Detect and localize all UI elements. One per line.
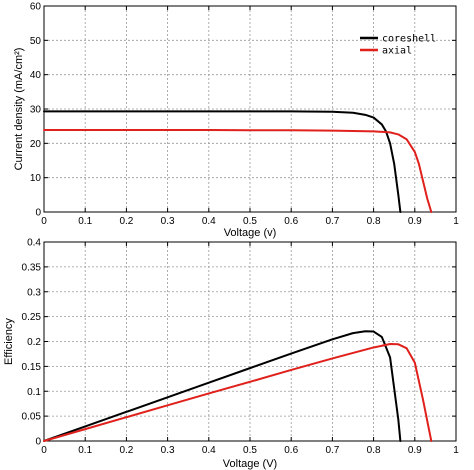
x-tick-label: 0.8 [367,445,381,456]
y-tick-label: 0.4 [27,238,41,249]
x-tick-label: 0.7 [325,445,339,456]
x-axis-label: Voltage (V) [223,458,277,470]
y-tick-label: 30 [30,105,42,116]
x-tick-label: 0.5 [243,216,257,227]
plot-frame [43,5,457,213]
y-tick-label: 20 [30,139,42,150]
coreshell-line [43,110,402,213]
y-tick-label: 40 [30,70,42,81]
y-tick-label: 0.1 [27,387,41,398]
y-tick-label: 50 [30,36,42,47]
x-tick-label: 0.8 [367,216,381,227]
x-tick-label: 0.4 [202,445,216,456]
efficiency-chart: 0 0.1 0.2 0.3 0.4 0.5 0.6 0.7 0.8 0.9 1 0 0.05 0.1 0.1… [3,238,459,470]
x-tick-label: 0.7 [325,216,339,227]
x-tick-label: 1 [453,445,459,456]
x-tick-label: 0.9 [408,216,422,227]
x-tick-label: 0.4 [202,216,216,227]
y-tick-label: 10 [30,173,42,184]
y-tick-label: 0.3 [27,287,41,298]
y-tick-label: 0.35 [22,262,42,273]
y-tick-label: 60 [30,2,42,13]
y-tick-label: 0.05 [22,412,42,423]
series-0-line [43,330,402,442]
y-tick-label: 0.2 [27,337,41,348]
y-tick-label: 0.25 [22,312,42,323]
current-density-chart: 0 0.1 0.2 0.3 0.4 0.5 0.6 0.7 0.8 0.9 101020304050… [13,2,459,240]
x-tick-label: 0.2 [119,445,133,456]
x-tick-label: 0 [41,216,47,227]
x-tick-label: 1 [453,216,459,227]
y-tick-label: 0 [35,208,41,219]
plot-frame [43,241,457,442]
y-axis-label: Efficiency [3,318,15,365]
series-1-line [43,343,433,442]
x-tick-label: 0 [41,445,47,456]
y-tick-label: 0 [35,437,41,448]
y-tick-label: 0.15 [22,362,42,373]
x-axis-label: Voltage (v) [224,227,277,239]
x-tick-label: 0.2 [119,216,133,227]
x-tick-label: 0.6 [284,216,298,227]
legend-label-axial: axial [382,46,412,57]
y-axis-label: Current density (mA/cm²) [13,48,25,171]
x-tick-label: 0.5 [243,445,257,456]
x-tick-label: 0.3 [161,445,175,456]
x-tick-label: 0.9 [408,445,422,456]
x-tick-label: 0.6 [284,445,298,456]
x-tick-label: 0.1 [78,216,92,227]
legend-label-coreshell: coreshell [382,34,436,45]
axial-line [43,128,433,213]
x-tick-label: 0.3 [161,216,175,227]
x-tick-label: 0.1 [78,445,92,456]
